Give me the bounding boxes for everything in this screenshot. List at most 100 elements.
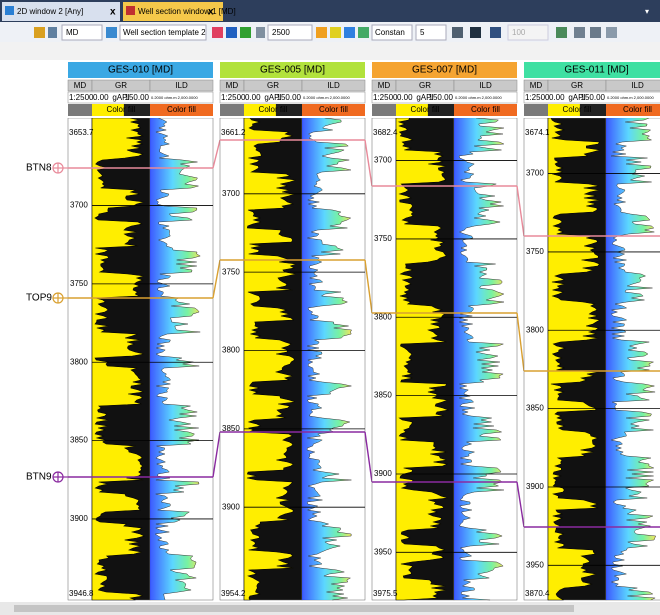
scale-row	[371, 91, 518, 104]
column-name: ILD	[175, 81, 188, 90]
tool-icon[interactable]	[452, 27, 463, 38]
ild-fill-legend	[302, 104, 365, 116]
gr-sand-fill	[91, 118, 145, 601]
scale-combo[interactable]	[267, 24, 313, 41]
ild-range: 0.2000 ohm.m 2,000.0000	[607, 95, 654, 100]
correlation-line	[364, 431, 373, 483]
ild-fill-name: Color fill	[623, 105, 652, 114]
ild-fill	[302, 118, 352, 600]
tool-icon[interactable]	[344, 27, 355, 38]
column-name: ILD	[327, 81, 340, 90]
depth-label: 3750	[526, 247, 544, 256]
tool-icon[interactable]	[316, 27, 327, 38]
ild-fill-name: Color fill	[471, 105, 500, 114]
correlation-line	[516, 185, 525, 237]
tool-icon[interactable]	[48, 27, 57, 38]
gr-max: 150.00	[429, 93, 454, 102]
tool-icon[interactable]	[240, 27, 251, 38]
well-header	[372, 62, 517, 78]
ild-curve	[154, 118, 201, 601]
tab-icon	[126, 6, 135, 15]
fill-combo[interactable]	[371, 24, 413, 41]
tool-icon[interactable]	[556, 27, 567, 38]
tool-icon[interactable]	[212, 27, 223, 38]
well-header	[220, 62, 365, 78]
depth-label: 3850	[222, 424, 240, 433]
column-header	[301, 79, 366, 92]
well-header	[524, 62, 660, 78]
gr-fill-name: Color fill	[411, 105, 440, 114]
bottom-depth: 3975.5	[373, 589, 398, 598]
opacity-combo[interactable]	[507, 24, 549, 41]
fill-row	[68, 104, 92, 116]
depth-label: 3700	[374, 156, 392, 165]
ild-fill-legend	[454, 104, 517, 116]
ild-range: 0.2000 ohm.m 2,000.0000	[151, 95, 198, 100]
gr-unit: gAPI	[112, 93, 129, 102]
step-combo[interactable]	[415, 24, 447, 41]
top-depth: 3682.4	[373, 128, 398, 137]
depth-label: 3850	[526, 404, 544, 413]
tool-icon[interactable]	[226, 27, 237, 38]
tool-icon[interactable]	[490, 27, 501, 38]
correlation-line	[212, 259, 221, 299]
tab[interactable]	[2, 2, 120, 21]
fill-row	[220, 104, 244, 116]
depth-mode: MD	[66, 28, 79, 37]
tool-icon[interactable]	[606, 27, 617, 38]
correlation-line	[212, 431, 221, 478]
depth-label: 3750	[70, 279, 88, 288]
scale-row	[219, 91, 366, 104]
depth-label: 3800	[222, 346, 240, 355]
scale: 1:2500	[525, 93, 550, 102]
gr-sand-fill	[547, 118, 601, 601]
md-track	[371, 118, 397, 601]
tool-icon[interactable]	[574, 27, 585, 38]
tool-icon[interactable]	[330, 27, 341, 38]
correlation-line	[364, 259, 373, 314]
section-header-strip	[0, 42, 660, 60]
depth-label: 3700	[222, 189, 240, 198]
tool-icon[interactable]	[470, 27, 481, 38]
tool-icon[interactable]	[256, 27, 265, 38]
depth-label: 3900	[70, 514, 88, 523]
depth-label: 3950	[526, 560, 544, 569]
tab-close[interactable]: x	[208, 7, 214, 18]
depth-label: 3850	[70, 436, 88, 445]
well-top-label: BTN9	[26, 472, 52, 483]
fill-row	[372, 104, 396, 116]
depth-combo[interactable]	[61, 24, 103, 41]
ild-fill-legend	[606, 104, 660, 116]
tab-close[interactable]: x	[110, 7, 116, 18]
scroll-thumb[interactable]	[14, 605, 574, 612]
depth-label: 3750	[374, 234, 392, 243]
gr-unit: gAPI	[264, 93, 281, 102]
tool-icon[interactable]	[34, 27, 45, 38]
ild-fill	[150, 118, 201, 600]
tool-icon[interactable]	[590, 27, 601, 38]
tab-menu[interactable]: ▾	[645, 7, 649, 16]
correlation-line	[516, 312, 525, 372]
correlation-line	[364, 139, 373, 187]
well-name: GES-010 [MD]	[108, 65, 173, 76]
gr-fill-name: Color fill	[107, 105, 136, 114]
scale-row	[67, 91, 214, 104]
depth-label: 3700	[70, 201, 88, 210]
bottom-depth: 3946.8	[69, 589, 94, 598]
scale-row	[523, 91, 660, 104]
column-name: GR	[419, 81, 431, 90]
tool-icon[interactable]	[106, 27, 117, 38]
gr-min: 0.00	[245, 93, 261, 102]
template-combo[interactable]	[119, 24, 207, 41]
gr-min: 0.00	[397, 93, 413, 102]
correlation-line	[516, 481, 525, 528]
well-top-label: BTN8	[26, 163, 52, 174]
log-area	[67, 118, 660, 601]
tool-icon[interactable]	[358, 27, 369, 38]
gr-fill-name: Color fill	[259, 105, 288, 114]
gr-fill-legend-dark	[275, 104, 302, 116]
tab-active[interactable]	[123, 2, 223, 21]
scale: 1:2500	[373, 93, 398, 102]
gr-unit: gAPI	[416, 93, 433, 102]
gr-fill-legend-dark	[123, 104, 150, 116]
